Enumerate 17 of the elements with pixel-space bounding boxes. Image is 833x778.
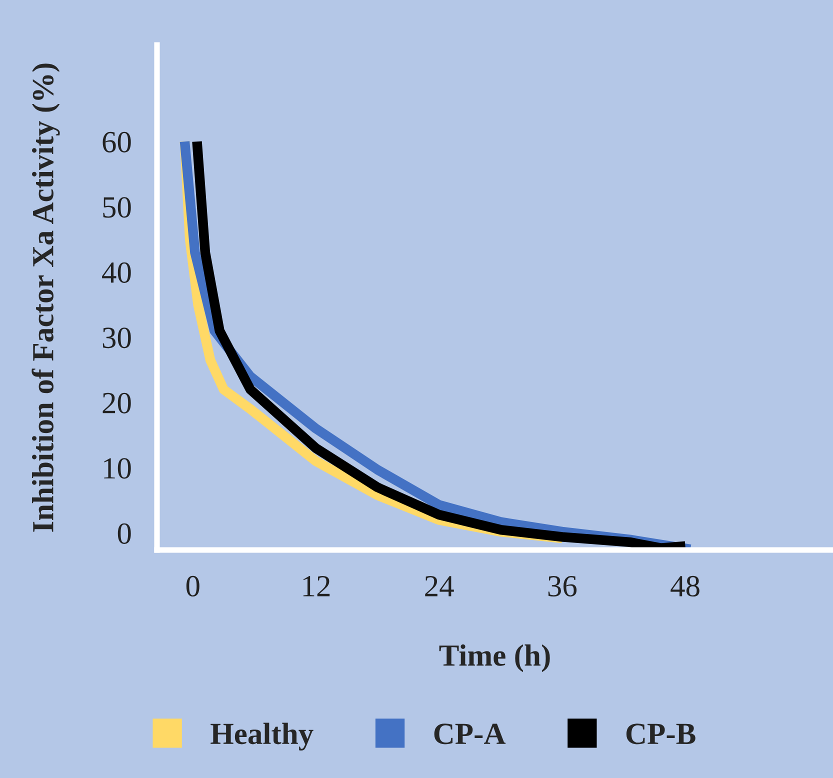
- y-tick-label: 20: [102, 392, 131, 414]
- x-tick-label: 36: [548, 576, 577, 597]
- y-tick-label: 60: [102, 132, 131, 152]
- x-tick-label: 24: [425, 576, 454, 596]
- legend-label: CP-A: [434, 724, 506, 744]
- y-axis-title: Inhibition of Factor Xa Activity (%): [32, 64, 60, 532]
- y-tick-label: 10: [104, 458, 131, 479]
- y-tick-label: 0: [118, 523, 131, 544]
- y-tick-label: 40: [102, 262, 131, 283]
- legend-label: CP-B: [626, 724, 696, 744]
- x-axis-title: Time (h): [439, 644, 550, 672]
- y-tick-label: 30: [102, 328, 131, 348]
- legend-label: Healthy: [210, 722, 314, 750]
- x-tick-label: 0: [186, 576, 200, 597]
- y-tick-label: 50: [103, 197, 131, 218]
- x-tick-label: 12: [303, 576, 330, 596]
- x-tick-label: 48: [670, 576, 700, 597]
